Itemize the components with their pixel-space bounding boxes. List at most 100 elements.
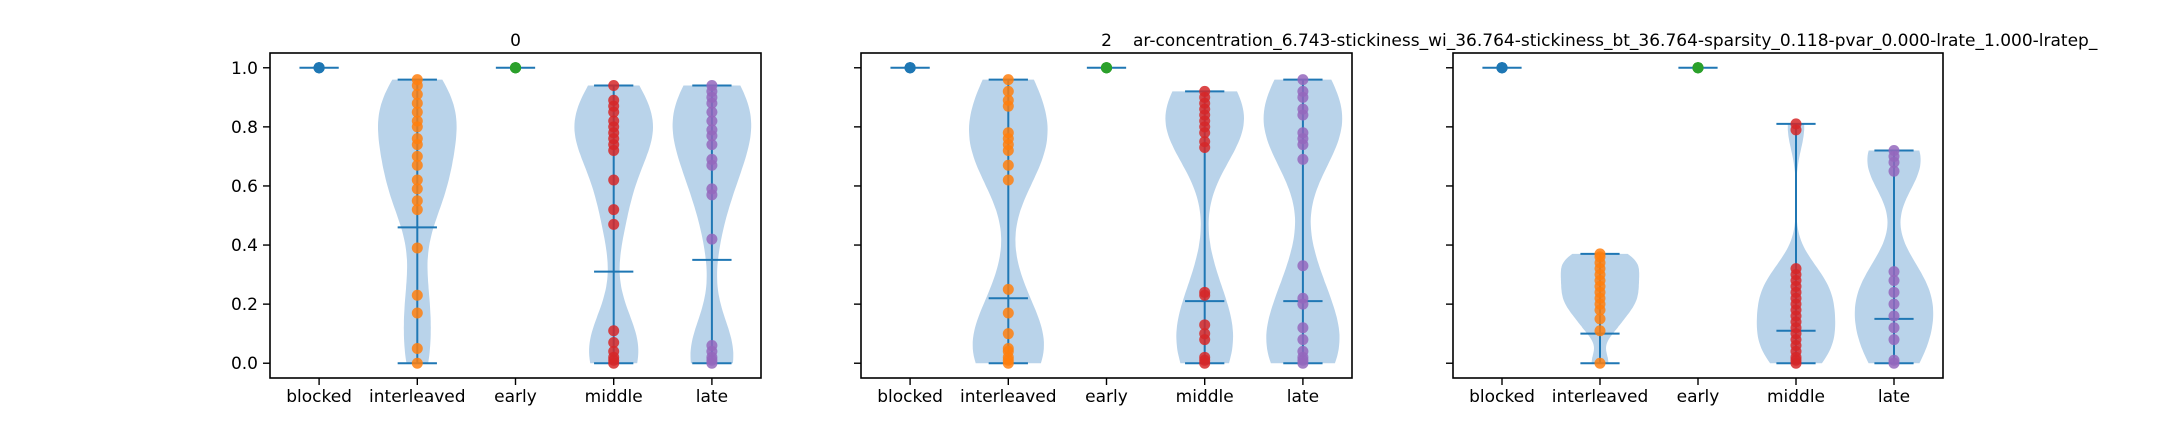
data-point	[1297, 334, 1309, 346]
data-point	[411, 342, 423, 354]
data-point	[411, 357, 423, 369]
violin-early	[1678, 62, 1718, 74]
x-tick-label: middle	[1767, 387, 1825, 407]
data-point	[1199, 286, 1211, 298]
data-point	[1888, 165, 1900, 177]
y-tick-label: 0.4	[231, 236, 258, 256]
data-point	[608, 325, 620, 337]
data-point	[1199, 319, 1211, 331]
y-tick-label: 0.6	[231, 177, 258, 197]
data-point	[1297, 127, 1309, 139]
data-point	[411, 159, 423, 171]
violin-late	[1854, 145, 1934, 369]
violin-early	[1086, 62, 1127, 74]
data-point	[1101, 62, 1112, 74]
data-point	[1002, 307, 1014, 319]
data-point	[1888, 275, 1900, 286]
data-point	[1888, 298, 1900, 310]
data-point	[1002, 283, 1014, 295]
data-point	[1594, 313, 1606, 325]
data-point	[510, 62, 521, 74]
violin-late	[1263, 74, 1343, 369]
data-point	[706, 139, 718, 151]
data-point	[411, 97, 423, 109]
data-point	[411, 204, 423, 216]
data-point	[411, 133, 423, 145]
violin-early	[495, 62, 536, 74]
x-tick-label: blocked	[877, 387, 943, 407]
data-point	[1002, 127, 1014, 139]
data-point	[1297, 322, 1309, 334]
data-point	[1002, 328, 1014, 340]
x-tick-label: interleaved	[369, 387, 466, 407]
violin-blocked	[890, 62, 930, 74]
violin-interleaved	[378, 74, 457, 369]
data-point	[313, 62, 325, 74]
x-tick-label: early	[1085, 387, 1128, 407]
data-point	[1297, 153, 1309, 165]
data-point	[1790, 118, 1802, 130]
x-tick-label: late	[1287, 387, 1319, 407]
data-point	[1002, 174, 1014, 186]
data-point	[706, 183, 718, 195]
y-tick-label: 0.0	[231, 354, 258, 374]
x-tick-label: early	[494, 387, 537, 407]
violin-middle	[1756, 118, 1836, 369]
x-tick-label: interleaved	[960, 387, 1057, 407]
violin-middle	[574, 80, 653, 369]
violin-middle	[1165, 85, 1244, 369]
data-point	[608, 94, 620, 106]
x-tick-label: blocked	[1469, 387, 1535, 407]
data-point	[411, 115, 423, 127]
violin-interleaved	[1560, 248, 1640, 369]
data-point	[706, 115, 718, 127]
data-point	[411, 307, 423, 319]
y-tick-label: 0.2	[231, 295, 258, 315]
data-point	[608, 218, 620, 230]
data-point	[1297, 85, 1309, 97]
data-point	[1297, 345, 1309, 357]
data-point	[411, 289, 423, 301]
violin-blocked	[1482, 62, 1522, 74]
data-point	[608, 204, 620, 216]
data-point	[1692, 62, 1704, 74]
data-point	[1888, 354, 1900, 366]
data-point	[1888, 334, 1900, 346]
x-tick-label: interleaved	[1552, 387, 1649, 407]
y-tick-label: 0.8	[231, 118, 258, 138]
x-tick-label: early	[1677, 387, 1720, 407]
data-point	[706, 233, 718, 245]
data-point	[1297, 292, 1309, 304]
data-point	[411, 88, 423, 100]
data-point	[1297, 74, 1309, 86]
violin-interleaved	[969, 74, 1048, 369]
x-tick-label: late	[696, 387, 728, 407]
figure-suptitle: ar-concentration_6.743-stickiness_wi_36.…	[1133, 31, 2098, 51]
chart-panel-0: 0 0.0 0.2 0.4 0.6 0.8 1.0 blocked interleaved ear…	[231, 31, 762, 407]
data-point	[904, 62, 916, 74]
data-point	[1594, 325, 1606, 337]
chart-title: 2	[1101, 31, 1112, 51]
data-point	[1199, 351, 1211, 363]
data-point	[1888, 322, 1900, 334]
data-point	[608, 115, 620, 127]
data-point	[1002, 74, 1014, 86]
data-point	[1888, 145, 1900, 156]
data-point	[706, 153, 718, 165]
data-point	[411, 74, 423, 86]
data-point	[706, 80, 718, 91]
data-point	[1199, 328, 1211, 340]
data-point	[608, 174, 620, 186]
data-point	[411, 195, 423, 207]
data-point	[608, 80, 620, 91]
data-point	[1888, 266, 1900, 278]
data-point	[608, 337, 620, 349]
data-point	[1297, 103, 1309, 115]
data-point	[1888, 286, 1900, 298]
data-point	[411, 150, 423, 162]
data-point	[1888, 310, 1900, 322]
data-point	[1496, 62, 1508, 74]
data-point	[1002, 159, 1014, 171]
data-point	[1594, 357, 1606, 369]
